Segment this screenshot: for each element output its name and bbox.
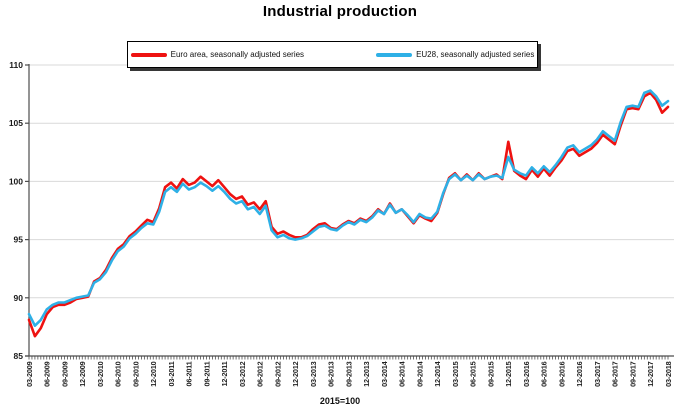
svg-text:12-2011: 12-2011 <box>220 361 229 386</box>
svg-text:85: 85 <box>14 351 24 361</box>
svg-text:09-2011: 09-2011 <box>202 361 211 386</box>
svg-text:09-2013: 09-2013 <box>344 361 353 387</box>
svg-text:06-2009: 06-2009 <box>43 361 52 387</box>
svg-text:03-2014: 03-2014 <box>380 360 389 387</box>
svg-text:06-2010: 06-2010 <box>114 361 123 387</box>
svg-text:03-2015: 03-2015 <box>451 361 460 387</box>
index-base-note: 2015=100 <box>319 396 361 406</box>
svg-text:12-2014: 12-2014 <box>433 360 442 387</box>
svg-text:03-2018: 03-2018 <box>664 361 673 387</box>
svg-text:12-2010: 12-2010 <box>149 361 158 387</box>
svg-text:06-2014: 06-2014 <box>398 360 407 387</box>
svg-text:09-2016: 09-2016 <box>557 361 566 387</box>
svg-text:90: 90 <box>14 293 24 303</box>
svg-text:12-2015: 12-2015 <box>504 361 513 387</box>
svg-text:110: 110 <box>9 60 23 70</box>
svg-text:09-2017: 09-2017 <box>628 361 637 387</box>
svg-text:95: 95 <box>14 235 24 245</box>
svg-text:09-2009: 09-2009 <box>60 361 69 387</box>
svg-text:12-2013: 12-2013 <box>362 361 371 387</box>
svg-text:06-2011: 06-2011 <box>185 361 194 386</box>
svg-text:06-2012: 06-2012 <box>256 361 265 387</box>
svg-text:09-2010: 09-2010 <box>131 361 140 387</box>
svg-text:12-2016: 12-2016 <box>575 361 584 387</box>
svg-text:09-2015: 09-2015 <box>486 361 495 387</box>
svg-text:03-2013: 03-2013 <box>309 361 318 387</box>
svg-text:105: 105 <box>9 118 23 128</box>
svg-text:12-2009: 12-2009 <box>78 361 87 387</box>
svg-text:09-2014: 09-2014 <box>415 360 424 387</box>
svg-text:06-2017: 06-2017 <box>611 361 620 387</box>
svg-text:03-2017: 03-2017 <box>593 361 602 387</box>
legend: Euro area, seasonally adjusted series EU… <box>127 41 538 68</box>
legend-item-eu28: EU28, seasonally adjusted series <box>376 50 534 59</box>
svg-text:03-2009: 03-2009 <box>25 361 34 387</box>
euro-area-line-swatch <box>130 52 167 57</box>
svg-text:100: 100 <box>9 176 23 186</box>
eu28-line-swatch <box>376 52 413 57</box>
svg-text:06-2016: 06-2016 <box>540 361 549 387</box>
legend-label-eu28: EU28, seasonally adjusted series <box>416 50 535 59</box>
svg-text:12-2017: 12-2017 <box>646 361 655 387</box>
svg-text:03-2010: 03-2010 <box>96 361 105 387</box>
svg-text:12-2012: 12-2012 <box>291 361 300 387</box>
svg-text:03-2011: 03-2011 <box>167 361 176 386</box>
chart-title: Industrial production <box>262 3 418 20</box>
svg-text:09-2012: 09-2012 <box>273 361 282 387</box>
legend-item-euro-area: Euro area, seasonally adjusted series <box>130 50 305 59</box>
svg-text:06-2015: 06-2015 <box>469 361 478 387</box>
svg-text:03-2016: 03-2016 <box>522 361 531 387</box>
svg-text:03-2012: 03-2012 <box>238 361 247 387</box>
svg-text:06-2013: 06-2013 <box>327 361 336 387</box>
legend-label-euro-area: Euro area, seasonally adjusted series <box>170 50 305 59</box>
